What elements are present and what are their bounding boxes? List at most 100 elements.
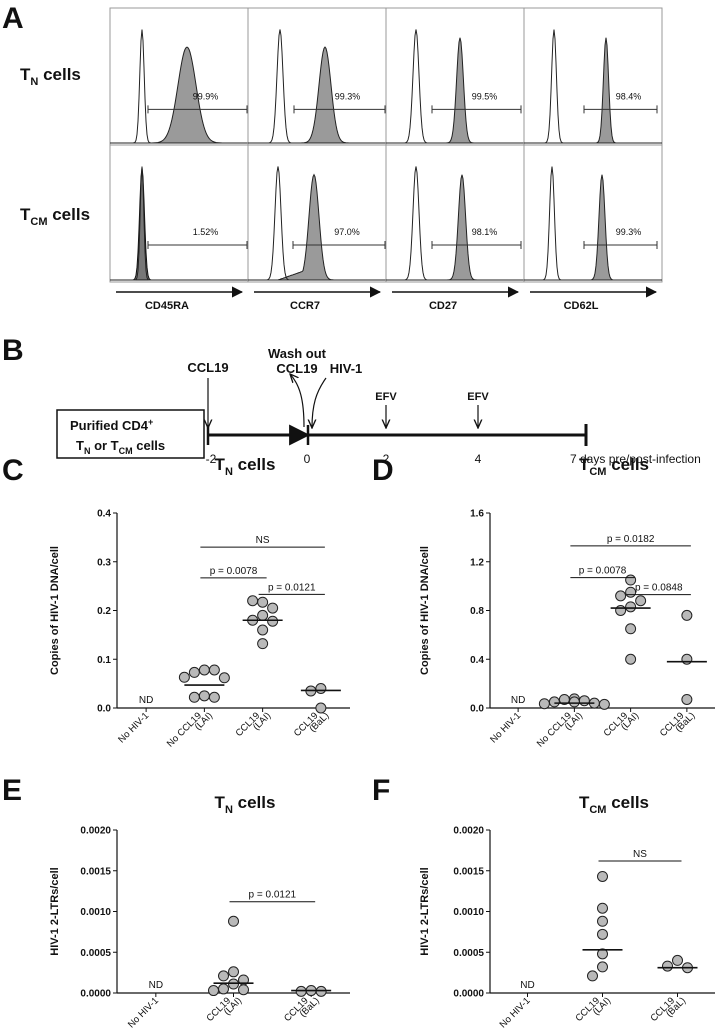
y-tick-label: 0.8 bbox=[470, 606, 484, 617]
washout-label-line1: Wash out bbox=[268, 346, 327, 361]
timeline-tick-minus2: -2 bbox=[206, 452, 217, 466]
data-point bbox=[315, 702, 327, 714]
unstained-peak bbox=[248, 29, 386, 144]
y-tick-label: 0.0020 bbox=[453, 826, 484, 837]
y-tick-label: 0.0010 bbox=[453, 907, 484, 918]
histogram-cd27-row0: 99.5% bbox=[385, 7, 525, 146]
chart-title: TCM cells bbox=[579, 793, 649, 816]
panel-letter-f: F bbox=[372, 774, 390, 807]
gate-percentage: 99.3% bbox=[335, 91, 361, 101]
scatter-panels: TN cells 0.0 0.1 0.2 0.3 0.4 Copies of HIV-1 D… bbox=[49, 455, 715, 1030]
efv-day2-label: EFV bbox=[375, 391, 397, 403]
data-point bbox=[662, 960, 673, 972]
data-point bbox=[597, 915, 608, 927]
not-detected-label: ND bbox=[511, 695, 525, 706]
data-point bbox=[267, 602, 279, 614]
x-category-label: No HIV-1 bbox=[116, 710, 151, 745]
data-point bbox=[635, 595, 647, 607]
data-point bbox=[681, 653, 693, 665]
y-tick-label: 0.0 bbox=[470, 704, 484, 715]
y-axis-label: Copies of HIV-1 DNA/cell bbox=[49, 546, 61, 675]
y-tick-label: 0.2 bbox=[97, 606, 111, 617]
washout-arrow bbox=[290, 374, 305, 428]
data-point bbox=[681, 693, 693, 705]
panel-a-row-label-tn: TN cells bbox=[20, 65, 81, 88]
data-point bbox=[198, 664, 210, 676]
y-tick-label: 0.1 bbox=[97, 655, 111, 666]
scatter-panel-f: TCM cells 0.0000 0.0005 0.0010 0.0015 0.0020 H… bbox=[419, 793, 715, 1030]
panel-letter-c: C bbox=[2, 454, 24, 487]
data-point bbox=[681, 609, 693, 621]
data-point bbox=[625, 601, 637, 613]
data-point bbox=[597, 961, 608, 973]
data-point bbox=[568, 696, 580, 708]
comparison-label: p = 0.0848 bbox=[635, 583, 683, 594]
unstained-peak bbox=[386, 29, 524, 144]
efv-day4-label: EFV bbox=[467, 391, 489, 403]
y-tick-label: 0.0 bbox=[97, 704, 111, 715]
data-point bbox=[578, 695, 590, 707]
y-tick-label: 0.0020 bbox=[80, 826, 111, 837]
histogram-cd62l-row0: 98.4% bbox=[523, 7, 663, 146]
ccl19-label: CCL19 bbox=[187, 360, 228, 375]
data-point bbox=[188, 666, 200, 678]
unstained-peak bbox=[110, 166, 248, 281]
cell-population-box bbox=[56, 409, 205, 459]
comparison-label: p = 0.0121 bbox=[268, 582, 316, 593]
histogram-frame bbox=[523, 144, 663, 283]
timeline-tick-0: 0 bbox=[304, 452, 311, 466]
unstained-peak bbox=[524, 29, 662, 144]
cell-population-cm-sub: CM bbox=[119, 446, 133, 456]
comparison-label: NS bbox=[256, 535, 270, 546]
y-tick-label: 0.4 bbox=[97, 509, 111, 520]
timeline-tick-7-days: 7 days pre/post-infection bbox=[570, 452, 701, 466]
panel-letter-e: E bbox=[2, 774, 22, 807]
data-point bbox=[672, 954, 683, 966]
histogram-cd62l-row1: 99.3% bbox=[523, 144, 663, 283]
x-category-label: No HIV-1 bbox=[488, 710, 523, 745]
data-point bbox=[315, 683, 327, 694]
panel-a-row-label-tcm: TCM cells bbox=[20, 205, 90, 228]
data-point bbox=[548, 696, 560, 708]
unstained-peak bbox=[386, 166, 524, 281]
data-point bbox=[257, 638, 269, 650]
data-point bbox=[238, 984, 249, 996]
data-point bbox=[598, 698, 610, 710]
scatter-panel-e: TN cells 0.0000 0.0005 0.0010 0.0015 0.0020 HI… bbox=[49, 793, 350, 1030]
histogram-frame bbox=[109, 144, 249, 283]
marker-label-cd62l: CD62L bbox=[564, 300, 599, 312]
comparison-label: NS bbox=[633, 849, 647, 860]
unstained-peak bbox=[110, 29, 248, 144]
cell-population-line1: Purified CD4+ bbox=[70, 417, 153, 433]
data-point bbox=[597, 948, 608, 960]
timeline-diagram: Purified CD4+ TN or TCM cells -2 0 2 4 7… bbox=[56, 346, 701, 466]
histogram-ccr7-row0: 99.3% bbox=[247, 7, 387, 146]
comparison-label: p = 0.0121 bbox=[249, 890, 297, 901]
data-point bbox=[597, 928, 608, 940]
histogram-cd27-row1: 98.1% bbox=[385, 144, 525, 283]
data-point bbox=[615, 605, 627, 616]
data-point bbox=[218, 672, 230, 684]
data-point bbox=[597, 870, 608, 882]
comparison-label: p = 0.0182 bbox=[607, 534, 655, 545]
data-point bbox=[178, 671, 190, 683]
data-point bbox=[247, 595, 259, 607]
data-point bbox=[198, 690, 210, 702]
data-point bbox=[295, 985, 307, 997]
cell-population-line2: TN or TCM cells bbox=[76, 438, 165, 456]
panel-letter-a: A bbox=[2, 2, 24, 35]
y-tick-label: 1.2 bbox=[470, 557, 484, 568]
gate-percentage: 97.0% bbox=[334, 227, 360, 237]
data-point bbox=[257, 609, 269, 621]
histogram-cd45ra-row0: 99.9% bbox=[109, 7, 249, 146]
y-tick-label: 1.6 bbox=[470, 509, 484, 520]
y-tick-label: 0.4 bbox=[470, 655, 484, 666]
not-detected-label: ND bbox=[520, 980, 534, 991]
data-point bbox=[228, 915, 239, 927]
data-point bbox=[228, 978, 239, 990]
data-point bbox=[267, 615, 279, 627]
chart-title: TCM cells bbox=[579, 455, 649, 478]
data-point bbox=[597, 902, 608, 914]
data-point bbox=[257, 624, 269, 636]
gate-percentage: 1.52% bbox=[193, 227, 219, 237]
